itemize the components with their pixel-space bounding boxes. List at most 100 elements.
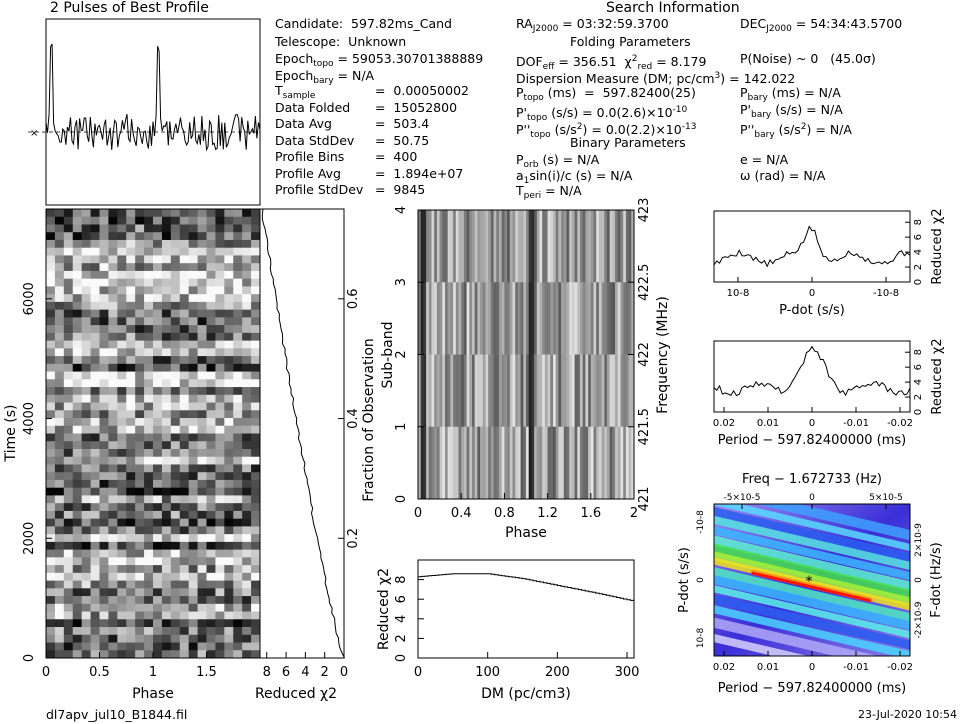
time-phase-cell (108, 487, 118, 496)
time-phase-cell (251, 448, 261, 458)
time-phase-cell (215, 402, 225, 411)
subband-cell (555, 426, 559, 500)
ppdot-ticks: 0.02 0.01 0 -0.01 -0.02-5×10-5 0 5×10-5-10-801… (677, 472, 944, 696)
time-phase-cell (206, 487, 216, 496)
tsample-label: Tsample (275, 83, 316, 102)
time-phase-cell (197, 634, 207, 643)
time-phase-cell (135, 580, 145, 589)
time-phase-cell (135, 356, 145, 365)
time-phase-cell (251, 518, 261, 527)
time-phase-cell (108, 503, 118, 512)
time-phase-cell (117, 448, 127, 458)
subband-cell (472, 354, 476, 428)
subband-cell (490, 210, 494, 283)
time-phase-cell (81, 247, 91, 256)
ppdot-xtick-label: 0.02 (713, 662, 735, 673)
subband-cell (582, 426, 586, 500)
time-phase-cell (117, 247, 127, 256)
time-phase-cell (197, 363, 207, 372)
time-phase-cell (197, 541, 207, 551)
time-phase-xlabel: Phase (132, 686, 174, 702)
time-phase-cell (170, 410, 181, 419)
dm-xlabel: DM (pc/cm3) (481, 686, 571, 702)
time-phase-cell (99, 433, 109, 442)
subband-cell (520, 426, 524, 500)
time-phase-cell (144, 433, 154, 442)
pdot-chi2-ytick-label: 8 (913, 219, 924, 225)
time-phase-cell (197, 611, 207, 620)
time-phase-cell (251, 387, 261, 396)
time-phase-cell (179, 263, 190, 272)
time-phase-cell (144, 526, 154, 535)
subband-cell (536, 282, 540, 355)
time-phase-cell (161, 619, 172, 628)
profile-std-label: Profile StdDev (275, 182, 364, 197)
time-phase-cell (224, 534, 234, 543)
time-phase-cell (108, 263, 118, 272)
time-phase-cell (90, 387, 100, 396)
period-chi2-ytick-label: 6 (913, 364, 924, 370)
time-phase-cell (90, 278, 100, 287)
time-phase-cell (179, 596, 190, 605)
time-phase-cell (188, 611, 198, 620)
time-phase-cell (63, 371, 74, 380)
time-phase-cell (54, 464, 65, 473)
time-phase-cell (206, 549, 216, 558)
time-phase-cell (54, 356, 65, 365)
epoch-topo-text: Epochtopo = 59053.30701388889 (275, 51, 484, 70)
time-phase-cell (81, 572, 91, 581)
time-phase-cell (188, 379, 198, 388)
subband-cell (517, 354, 521, 428)
time-phase-cell (63, 379, 74, 388)
time-phase-cell (72, 418, 83, 427)
time-phase-cell (161, 371, 172, 380)
subband-cell (531, 426, 535, 500)
time-phase-cell (81, 379, 91, 388)
time-phase-cell (117, 596, 127, 605)
subband-cell (523, 282, 527, 355)
time-phase-cell (90, 379, 100, 388)
dm-ytick-label: 0 (394, 654, 409, 662)
time-phase-cell (117, 472, 127, 481)
time-phase-cell (197, 301, 207, 311)
time-phase-cell (251, 565, 261, 574)
time-phase-cell (117, 557, 127, 566)
time-phase-cell (170, 232, 181, 241)
time-phase-cell (81, 332, 91, 341)
time-phase-cell (215, 216, 225, 225)
profile-title: 2 Pulses of Best Profile (50, 0, 209, 16)
profile-frame (45, 18, 261, 206)
time-phase-cell (153, 510, 163, 520)
time-phase-cell (90, 410, 100, 419)
time-phase-cell (72, 224, 83, 233)
subband-cell (625, 354, 629, 428)
time-phase-cell (242, 332, 252, 341)
time-phase-cell (170, 596, 181, 605)
time-phase-cell (215, 518, 225, 527)
time-phase-cell (90, 557, 100, 566)
time-phase-cell (126, 650, 136, 659)
time-phase-cell (126, 363, 136, 372)
time-phase-cell (224, 627, 234, 636)
time-phase-cell (117, 588, 127, 597)
time-phase-cell (54, 286, 65, 295)
time-phase-cell (126, 588, 136, 597)
time-phase-cell (99, 518, 109, 527)
time-phase-cell (188, 433, 198, 442)
time-phase-cell (46, 402, 56, 411)
time-phase-cell (233, 325, 243, 334)
time-phase-cell (126, 294, 136, 303)
time-phase-cell (170, 627, 181, 636)
time-phase-cell (81, 441, 91, 450)
time-phase-cell (251, 650, 261, 659)
time-phase-cell (117, 464, 127, 473)
time-phase-cell (135, 611, 145, 620)
subband-cell (617, 282, 621, 355)
subband-cell (472, 426, 476, 500)
time-phase-cell (251, 503, 261, 512)
time-phase-cell (251, 402, 261, 411)
time-phase-cell (251, 487, 261, 496)
time-phase-cell (135, 340, 145, 349)
time-phase-cell (153, 325, 163, 334)
time-phase-cell (126, 487, 136, 496)
